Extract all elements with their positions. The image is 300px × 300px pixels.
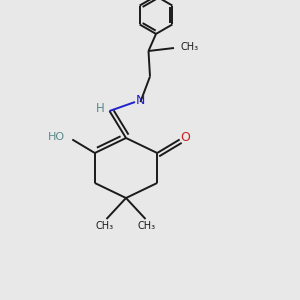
Text: CH₃: CH₃ <box>96 220 114 231</box>
Text: H: H <box>95 101 104 115</box>
Text: O: O <box>180 130 190 144</box>
Text: CH₃: CH₃ <box>181 42 199 52</box>
Text: N: N <box>136 94 145 107</box>
Text: CH₃: CH₃ <box>138 220 156 231</box>
Text: HO: HO <box>48 132 65 142</box>
